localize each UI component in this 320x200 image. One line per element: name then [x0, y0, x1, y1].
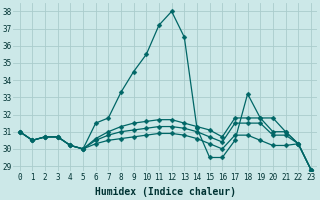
X-axis label: Humidex (Indice chaleur): Humidex (Indice chaleur) — [95, 187, 236, 197]
